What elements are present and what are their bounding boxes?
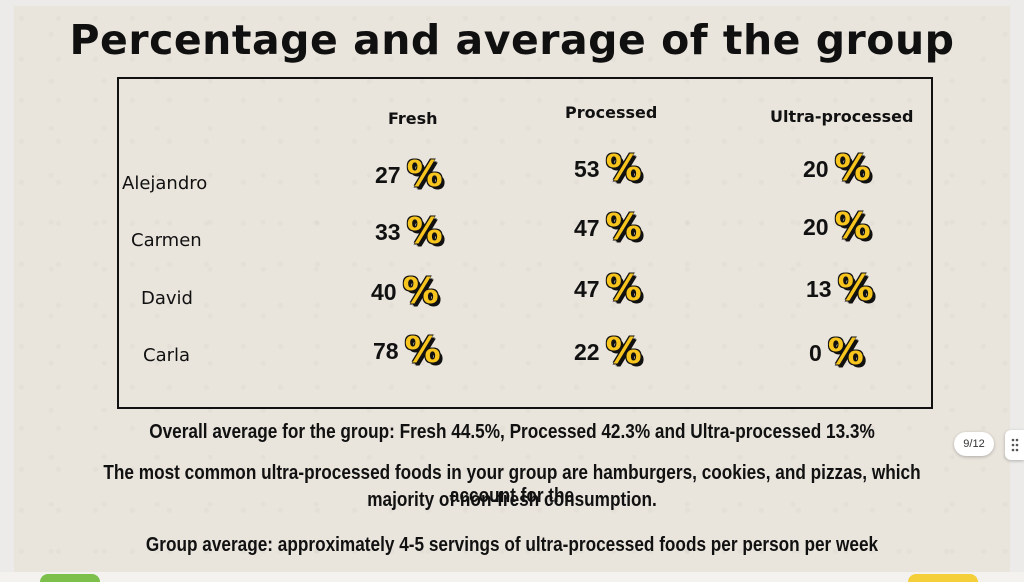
page-indicator: 9/12 bbox=[954, 432, 994, 456]
percent-icon: % bbox=[834, 206, 871, 247]
value: 0 bbox=[809, 339, 822, 366]
cell-carla-ultra: 0 % bbox=[809, 335, 864, 371]
row-label-alejandro: Alejandro bbox=[122, 173, 208, 194]
cell-david-processed: 47 % bbox=[574, 271, 642, 307]
percent-icon: % bbox=[827, 332, 864, 373]
cell-carmen-ultra: 20 % bbox=[803, 209, 871, 245]
cell-carla-fresh: 78 % bbox=[373, 333, 441, 369]
value: 47 bbox=[574, 275, 600, 302]
value: 20 bbox=[803, 155, 829, 182]
value: 22 bbox=[574, 338, 600, 365]
percent-icon: % bbox=[605, 207, 642, 248]
decoration-yellow-shape bbox=[908, 574, 978, 582]
value: 53 bbox=[574, 155, 600, 182]
percent-icon: % bbox=[837, 268, 874, 309]
value: 13 bbox=[806, 275, 832, 302]
percent-icon: % bbox=[605, 268, 642, 309]
percent-icon: % bbox=[605, 331, 642, 372]
slide: Percentage and average of the group Fres… bbox=[14, 6, 1010, 572]
cell-carla-processed: 22 % bbox=[574, 334, 642, 370]
value: 40 bbox=[371, 278, 397, 305]
percent-icon: % bbox=[402, 271, 439, 312]
cell-alejandro-fresh: 27 % bbox=[375, 157, 443, 193]
percent-icon: % bbox=[605, 148, 642, 189]
cell-david-fresh: 40 % bbox=[371, 274, 439, 310]
percent-icon: % bbox=[834, 148, 871, 189]
servings-text: Group average: approximately 4-5 serving… bbox=[145, 534, 879, 556]
value: 33 bbox=[375, 218, 401, 245]
column-header-processed: Processed bbox=[565, 103, 658, 122]
row-label-carla: Carla bbox=[143, 345, 191, 366]
row-label-david: David bbox=[141, 288, 193, 309]
cell-david-ultra: 13 % bbox=[806, 271, 874, 307]
value: 20 bbox=[803, 213, 829, 240]
common-foods-text-line1: The most common ultra-processed foods in… bbox=[103, 462, 921, 507]
drag-handle[interactable] bbox=[1005, 430, 1024, 460]
cell-carmen-fresh: 33 % bbox=[375, 214, 443, 250]
cell-carmen-processed: 47 % bbox=[574, 210, 642, 246]
column-header-fresh: Fresh bbox=[388, 109, 438, 128]
percent-icon: % bbox=[406, 154, 443, 195]
cell-alejandro-ultra: 20 % bbox=[803, 151, 871, 187]
overall-average-text: Overall average for the group: Fresh 44.… bbox=[149, 421, 875, 443]
column-header-ultra-processed: Ultra-processed bbox=[770, 107, 914, 126]
value: 27 bbox=[375, 161, 401, 188]
percent-icon: % bbox=[406, 211, 443, 252]
results-table: Fresh Processed Ultra-processed Alejandr… bbox=[117, 77, 933, 409]
decoration-green-shape bbox=[40, 574, 100, 582]
next-slide-strip bbox=[0, 572, 1024, 582]
row-label-carmen: Carmen bbox=[131, 230, 202, 251]
slide-title: Percentage and average of the group bbox=[69, 16, 955, 64]
percent-icon: % bbox=[404, 330, 441, 371]
value: 78 bbox=[373, 337, 399, 364]
drag-dots-icon bbox=[1011, 438, 1018, 452]
common-foods-text-line2: majority of non-fresh consumption. bbox=[367, 489, 657, 511]
value: 47 bbox=[574, 214, 600, 241]
cell-alejandro-processed: 53 % bbox=[574, 151, 642, 187]
